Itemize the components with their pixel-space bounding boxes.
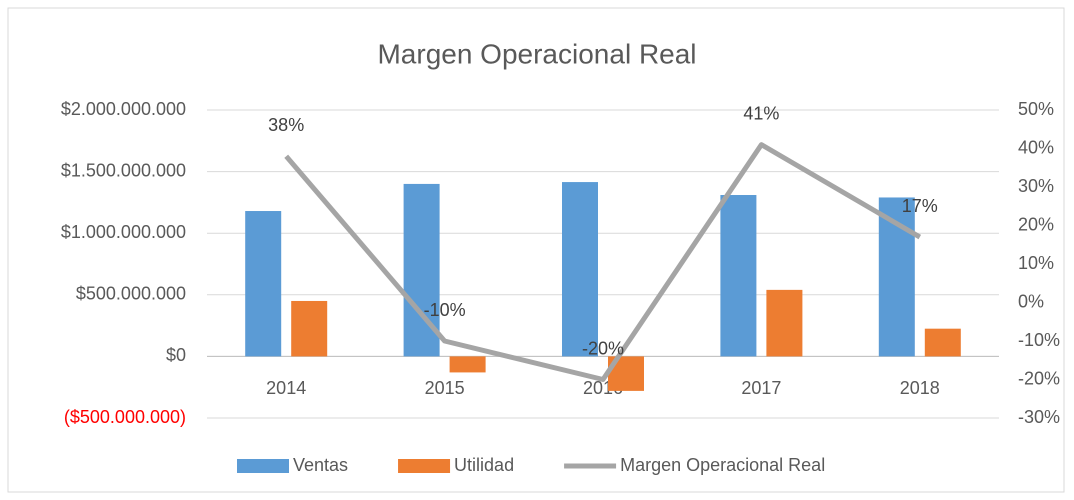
- y2-tick-label: -10%: [1018, 330, 1060, 350]
- y-tick-label: $500.000.000: [76, 284, 186, 304]
- x-tick-label: 2015: [425, 378, 465, 398]
- data-label: -20%: [582, 338, 624, 358]
- bar: [562, 182, 598, 357]
- y-tick-label: $0: [166, 345, 186, 365]
- legend-label: Margen Operacional Real: [620, 455, 825, 475]
- data-label: 41%: [743, 103, 779, 123]
- y2-tick-label: -20%: [1018, 368, 1060, 388]
- bar: [245, 211, 282, 357]
- bar: [924, 328, 961, 357]
- line: [284, 142, 922, 382]
- data-label: -10%: [424, 300, 466, 320]
- chart-title: Margen Operacional Real: [377, 38, 696, 69]
- y-tick-label: ($500.000.000): [64, 407, 186, 427]
- bar: [449, 356, 486, 373]
- y2-tick-label: 0%: [1018, 291, 1044, 311]
- y2-tick-label: -30%: [1018, 407, 1060, 427]
- y-tick-label: $1.000.000.000: [61, 222, 186, 242]
- x-tick-label: 2018: [900, 378, 940, 398]
- bar: [291, 300, 328, 357]
- legend-label: Utilidad: [454, 455, 514, 475]
- x-tick-label: 2014: [266, 378, 306, 398]
- y2-tick-label: 30%: [1018, 176, 1054, 196]
- y2-tick-label: 10%: [1018, 253, 1054, 273]
- legend-label: Ventas: [293, 455, 348, 475]
- y-tick-label: $1.500.000.000: [61, 160, 186, 180]
- y2-tick-label: 40%: [1018, 137, 1054, 157]
- bar: [766, 289, 803, 357]
- y2-tick-label: 20%: [1018, 214, 1054, 234]
- y2-tick-label: 50%: [1018, 99, 1054, 119]
- bar: [720, 195, 757, 357]
- x-tick-label: 2017: [741, 378, 781, 398]
- y-tick-label: $2.000.000.000: [61, 99, 186, 119]
- data-label: 38%: [268, 115, 304, 135]
- data-label: 17%: [902, 196, 938, 216]
- legend-swatch: [398, 459, 451, 473]
- legend-swatch: [237, 459, 289, 473]
